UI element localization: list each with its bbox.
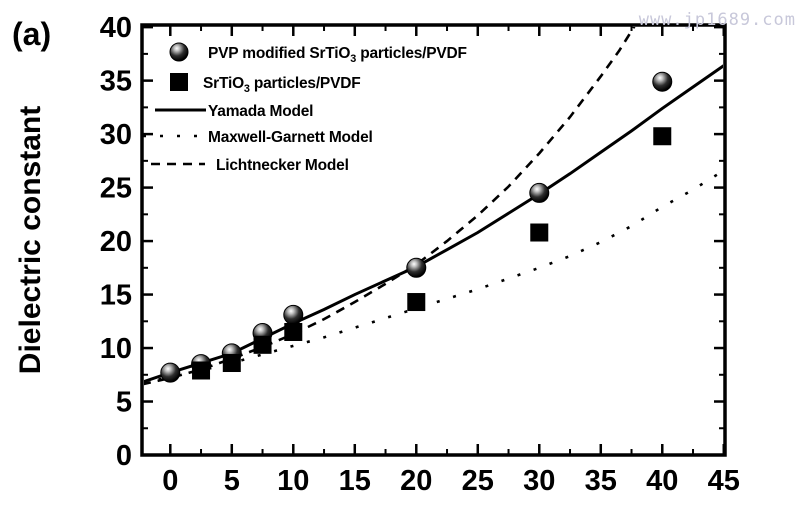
data-point-square (253, 335, 272, 354)
legend-entry: SrTiO3 particles/PVDF (170, 73, 361, 95)
data-point-square (653, 127, 672, 146)
y-axis-title: Dielectric constant (14, 106, 47, 374)
y-tick-label: 40 (100, 12, 132, 44)
watermark-text: www.jp1689.com (638, 10, 796, 30)
x-tick-label: 15 (339, 465, 371, 497)
data-point-square (192, 361, 211, 380)
legend-entry: Maxwell-Garnett Model (143, 129, 373, 146)
legend: PVP modified SrTiO3 particles/PVDF SrTiO3… (143, 42, 467, 174)
legend-entry: PVP modified SrTiO3 particles/PVDF (169, 42, 467, 65)
y-tick-label: 30 (100, 119, 132, 151)
y-tick-label: 15 (100, 280, 132, 312)
data-point-square (407, 293, 426, 312)
x-tick-label: 40 (646, 465, 678, 497)
y-tick-label: 5 (116, 387, 132, 419)
legend-label: Maxwell-Garnett Model (208, 129, 373, 146)
x-tick-label: 5 (224, 465, 240, 497)
data-point-square (284, 322, 303, 341)
y-tick-label: 35 (100, 66, 132, 98)
x-tick-label: 30 (523, 465, 555, 497)
x-tick-label: 20 (400, 465, 432, 497)
y-tick-label: 25 (100, 173, 132, 205)
data-point-sphere (160, 362, 181, 383)
panel-label: (a) (12, 16, 52, 52)
legend-sphere-marker (169, 42, 189, 62)
data-point-sphere (652, 71, 673, 92)
y-tick-label: 10 (100, 333, 132, 365)
data-point-sphere (406, 257, 427, 278)
tick-labels: 0 5 10 15 20 25 30 35 40 45 0 5 10 15 20 25 30 35 40 (100, 12, 740, 497)
legend-square-marker (170, 73, 188, 91)
x-tick-label: 10 (277, 465, 309, 497)
axis-ticks (142, 25, 726, 457)
data-point-sphere (529, 182, 550, 203)
y-tick-label: 20 (100, 226, 132, 258)
series-srtio-particles-pvdf (192, 127, 672, 380)
x-tick-label: 35 (585, 465, 617, 497)
legend-entry: Lichtnecker Model (151, 157, 349, 174)
data-point-square (222, 354, 241, 373)
legend-label: Yamada Model (208, 103, 313, 120)
x-tick-label: 25 (462, 465, 494, 497)
x-tick-label: 0 (162, 465, 178, 497)
y-tick-label: 0 (116, 440, 132, 472)
legend-label: SrTiO3 particles/PVDF (203, 75, 360, 95)
legend-entry: Yamada Model (155, 103, 313, 120)
legend-label: PVP modified SrTiO3 particles/PVDF (208, 45, 467, 65)
data-point-square (530, 223, 549, 242)
legend-label: Lichtnecker Model (216, 157, 349, 174)
x-tick-label: 45 (708, 465, 740, 497)
data-point-sphere (283, 304, 304, 325)
